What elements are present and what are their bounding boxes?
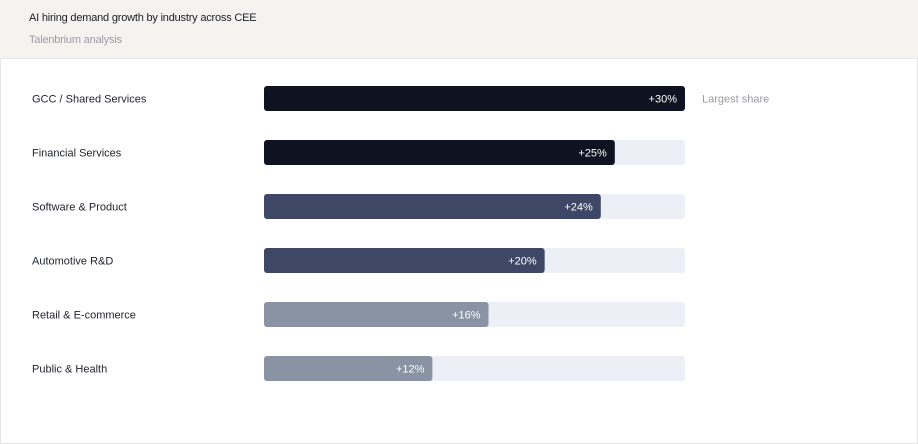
bar	[264, 356, 433, 381]
category-label: GCC / Shared Services	[32, 94, 147, 106]
category-label: Public & Health	[32, 364, 107, 376]
bar	[264, 194, 601, 219]
bar	[264, 140, 615, 165]
category-label: Automotive R&D	[32, 256, 113, 268]
bar-value-label: +30%	[649, 94, 678, 106]
chart-subtitle: Talenbrium analysis	[29, 34, 122, 46]
bar-value-label: +12%	[396, 364, 425, 376]
bar	[264, 248, 545, 273]
bar	[264, 86, 685, 111]
category-label: Software & Product	[32, 202, 127, 214]
bar-chart: GCC / Shared Services +30% Financial Servi…	[32, 86, 769, 381]
bar-value-label: +20%	[508, 256, 537, 268]
chart-title: AI hiring demand growth by industry acro…	[29, 12, 257, 24]
annotation-label: Largest share	[702, 94, 769, 106]
bar-value-label: +24%	[564, 202, 593, 214]
bar-value-label: +16%	[452, 310, 481, 322]
category-label: Retail & E-commerce	[32, 310, 136, 322]
bar-value-label: +25%	[578, 148, 607, 160]
category-label: Financial Services	[32, 148, 122, 160]
chart-header: AI hiring demand growth by industry acro…	[0, 0, 918, 59]
bar	[264, 302, 489, 327]
